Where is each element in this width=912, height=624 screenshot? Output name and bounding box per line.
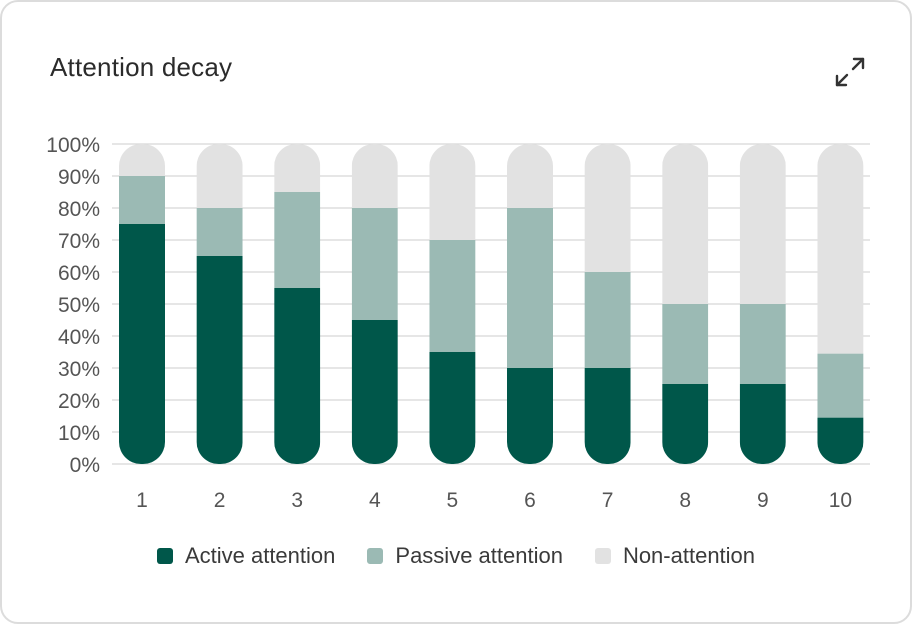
bar-segment bbox=[119, 144, 165, 176]
bar-stack bbox=[351, 144, 398, 464]
bar-stack bbox=[817, 144, 864, 464]
bar-segment bbox=[429, 240, 476, 352]
bar-segment bbox=[274, 192, 321, 288]
bar-stack bbox=[196, 144, 243, 464]
legend-item: Active attention bbox=[156, 543, 336, 569]
bar-segment bbox=[429, 352, 476, 464]
x-tick-label: 10 bbox=[829, 489, 852, 512]
y-tick-label: 70% bbox=[58, 230, 100, 253]
y-tick-label: 80% bbox=[58, 198, 100, 221]
bar-segment bbox=[817, 144, 864, 354]
bar-segment bbox=[584, 144, 631, 272]
bar-segment bbox=[662, 384, 709, 464]
y-tick-label: 30% bbox=[58, 358, 100, 381]
x-tick-label: 5 bbox=[447, 489, 459, 512]
legend-swatch bbox=[367, 548, 384, 564]
y-tick-label: 40% bbox=[58, 326, 100, 349]
legend-swatch bbox=[156, 548, 173, 564]
x-tick-label: 8 bbox=[679, 489, 691, 512]
bar-segment bbox=[274, 288, 321, 464]
bar-segment bbox=[351, 320, 398, 464]
bar-segment bbox=[119, 176, 165, 224]
x-tick-label: 3 bbox=[291, 489, 303, 512]
chart-legend: Active attention Passive attention Non-att… bbox=[0, 543, 912, 569]
bar-stack bbox=[662, 144, 709, 464]
bar-segment bbox=[507, 368, 553, 464]
legend-label: Passive attention bbox=[395, 543, 563, 568]
bar-segment bbox=[196, 208, 243, 256]
bar-segment bbox=[507, 144, 553, 208]
bar-segment bbox=[429, 144, 476, 240]
y-tick-label: 20% bbox=[58, 390, 100, 413]
legend-label: Non-attention bbox=[622, 543, 756, 568]
y-tick-label: 90% bbox=[58, 166, 100, 189]
bar-segment bbox=[739, 304, 786, 384]
bar-stack bbox=[429, 144, 476, 464]
x-tick-label: 2 bbox=[214, 489, 226, 512]
bar-stack bbox=[584, 144, 631, 464]
bar-segment bbox=[584, 272, 631, 368]
bar-segment bbox=[817, 417, 864, 464]
bar-segment bbox=[507, 208, 553, 368]
bar-stack bbox=[739, 144, 786, 464]
x-tick-label: 6 bbox=[524, 489, 536, 512]
bar-segment bbox=[662, 304, 709, 384]
bar-segment bbox=[817, 353, 864, 418]
bar-stack bbox=[274, 144, 321, 464]
bar-segment bbox=[584, 368, 631, 464]
legend-label: Active attention bbox=[184, 543, 336, 568]
expand-arrows-icon bbox=[835, 57, 865, 87]
y-tick-label: 60% bbox=[58, 262, 100, 285]
y-tick-label: 10% bbox=[58, 422, 100, 445]
legend-swatch bbox=[594, 548, 611, 564]
x-tick-label: 1 bbox=[136, 489, 148, 512]
bar-segment bbox=[739, 384, 786, 464]
x-tick-label: 7 bbox=[602, 489, 614, 512]
x-tick-label: 9 bbox=[757, 489, 769, 512]
x-tick-label: 4 bbox=[369, 489, 381, 512]
y-tick-label: 50% bbox=[58, 294, 100, 317]
y-tick-label: 100% bbox=[46, 134, 100, 157]
legend-item: Non-attention bbox=[594, 543, 756, 569]
bar-segment bbox=[196, 256, 243, 464]
bar-segment bbox=[196, 144, 243, 208]
chart-title: Attention decay bbox=[50, 52, 233, 82]
expand-icon[interactable] bbox=[832, 54, 868, 90]
y-tick-label: 0% bbox=[70, 454, 100, 477]
bar-stack bbox=[119, 144, 165, 464]
bar-segment bbox=[119, 224, 165, 464]
bar-segment bbox=[274, 144, 321, 192]
bar-segment bbox=[351, 144, 398, 208]
bar-segment bbox=[662, 144, 709, 304]
bar-segment bbox=[739, 144, 786, 304]
legend-item: Passive attention bbox=[367, 543, 563, 569]
bar-stack bbox=[507, 144, 553, 464]
bar-segment bbox=[351, 208, 398, 320]
